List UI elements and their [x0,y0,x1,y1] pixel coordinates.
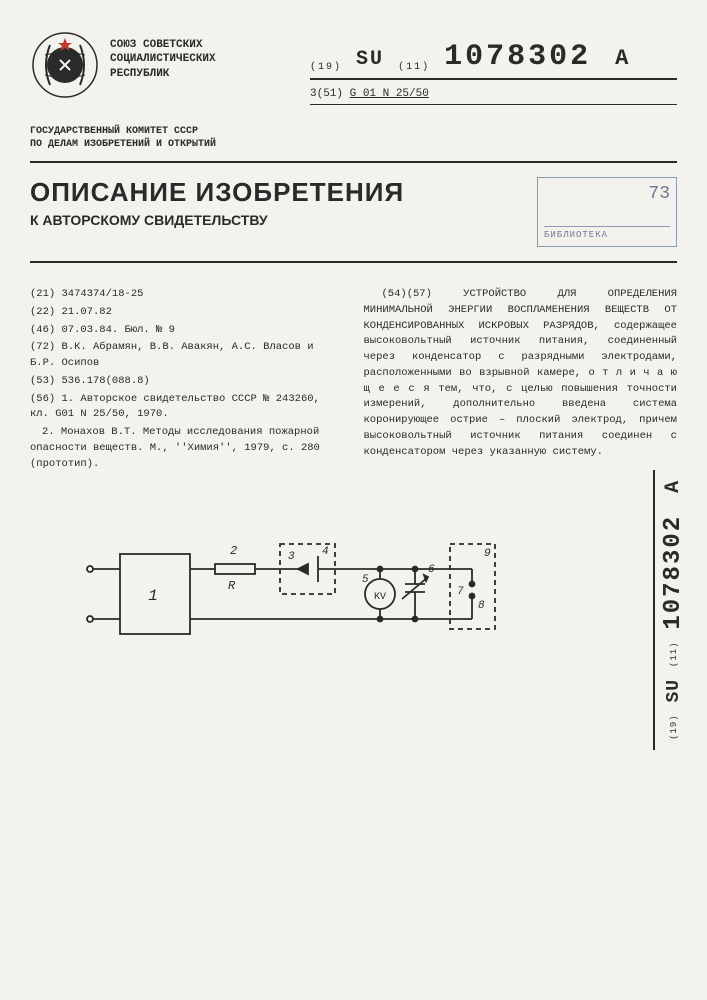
patent-number: 1078302 [444,40,591,74]
side-su: SU [664,679,684,703]
field-72: (72) В.К. Абрамян, В.В. Авакян, А.С. Вла… [30,340,344,372]
label-1: 1 [148,587,158,605]
side-patent-label: (19) SU (11) 1078302 A [660,480,687,740]
label-8: 8 [478,600,485,612]
label-7: 7 [457,586,464,598]
divider-bottom [30,261,677,263]
title-block: ОПИСАНИЕ ИЗОБРЕТЕНИЯ К АВТОРСКОМУ СВИДЕТ… [30,177,517,228]
abstract-text: (54)(57) УСТРОЙСТВО ДЛЯ ОПРЕДЕЛЕНИЯ МИНИ… [364,287,678,460]
classification-code: G 01 N 25/50 [350,88,429,100]
ussr-emblem-icon [30,30,100,100]
label-kv: KV [374,592,386,603]
classification-line: 3(51) G 01 N 25/50 [310,88,677,105]
label-r: R [228,579,236,593]
field-53: (53) 536.178(088.8) [30,374,344,390]
emblem-block: СОЮЗ СОВЕТСКИХ СОЦИАЛИСТИЧЕСКИХ РЕСПУБЛИ… [30,30,290,105]
side-border [653,470,655,750]
patent-number-line: (19) SU (11) 1078302 A [310,40,677,80]
body-columns: (21) 3474374/18-25 (22) 21.07.82 (46) 07… [0,267,707,494]
title-row: ОПИСАНИЕ ИЗОБРЕТЕНИЯ К АВТОРСКОМУ СВИДЕТ… [0,167,707,257]
reference-2: 2. Монахов В.Т. Методы исследования пожа… [30,425,344,472]
circuit-diagram: 1 2 R 3 4 KV 5 [80,524,500,674]
sub-title: К АВТОРСКОМУ СВИДЕТЕЛЬСТВУ [30,212,517,228]
field-56: (56) 1. Авторское свидетельство СССР № 2… [30,392,344,424]
patent-suffix: A [615,46,630,71]
class-prefix: 3(51) [310,88,343,100]
label-4: 4 [322,546,329,558]
stamp-number: 73 [544,184,670,204]
main-title: ОПИСАНИЕ ИЗОБРЕТЕНИЯ [30,177,517,208]
union-text: СОЮЗ СОВЕТСКИХ СОЦИАЛИСТИЧЕСКИХ РЕСПУБЛИ… [110,30,216,105]
side-suffix: A [662,480,685,493]
prefix-19: (19) [310,62,342,73]
label-6: 6 [428,564,435,576]
field-22: (22) 21.07.82 [30,305,344,321]
side-number: 1078302 [660,515,687,630]
side-prefix-19: (19) [669,714,679,740]
label-2: 2 [230,544,237,558]
field-21: (21) 3474374/18-25 [30,287,344,303]
header-section: СОЮЗ СОВЕТСКИХ СОЦИАЛИСТИЧЕСКИХ РЕСПУБЛИ… [0,0,707,115]
label-5: 5 [362,574,369,586]
field-46: (46) 07.03.84. Бюл. № 9 [30,323,344,339]
side-prefix-11: (11) [669,641,679,667]
divider-top [30,161,677,163]
library-stamp: 73 БИБЛИОТЕКА [537,177,677,247]
left-column: (21) 3474374/18-25 (22) 21.07.82 (46) 07… [30,287,344,474]
patent-number-block: (19) SU (11) 1078302 A 3(51) G 01 N 25/5… [310,30,677,105]
right-column: (54)(57) УСТРОЙСТВО ДЛЯ ОПРЕДЕЛЕНИЯ МИНИ… [364,287,678,474]
circuit-diagram-area: 1 2 R 3 4 KV 5 [0,494,707,709]
committee-text: ГОСУДАРСТВЕННЫЙ КОМИТЕТ СССР ПО ДЕЛАМ ИЗ… [0,115,707,157]
prefix-11: (11) [398,62,430,73]
label-3: 3 [288,551,295,563]
su-code: SU [356,48,384,71]
label-9: 9 [484,548,491,560]
stamp-label: БИБЛИОТЕКА [544,226,670,240]
